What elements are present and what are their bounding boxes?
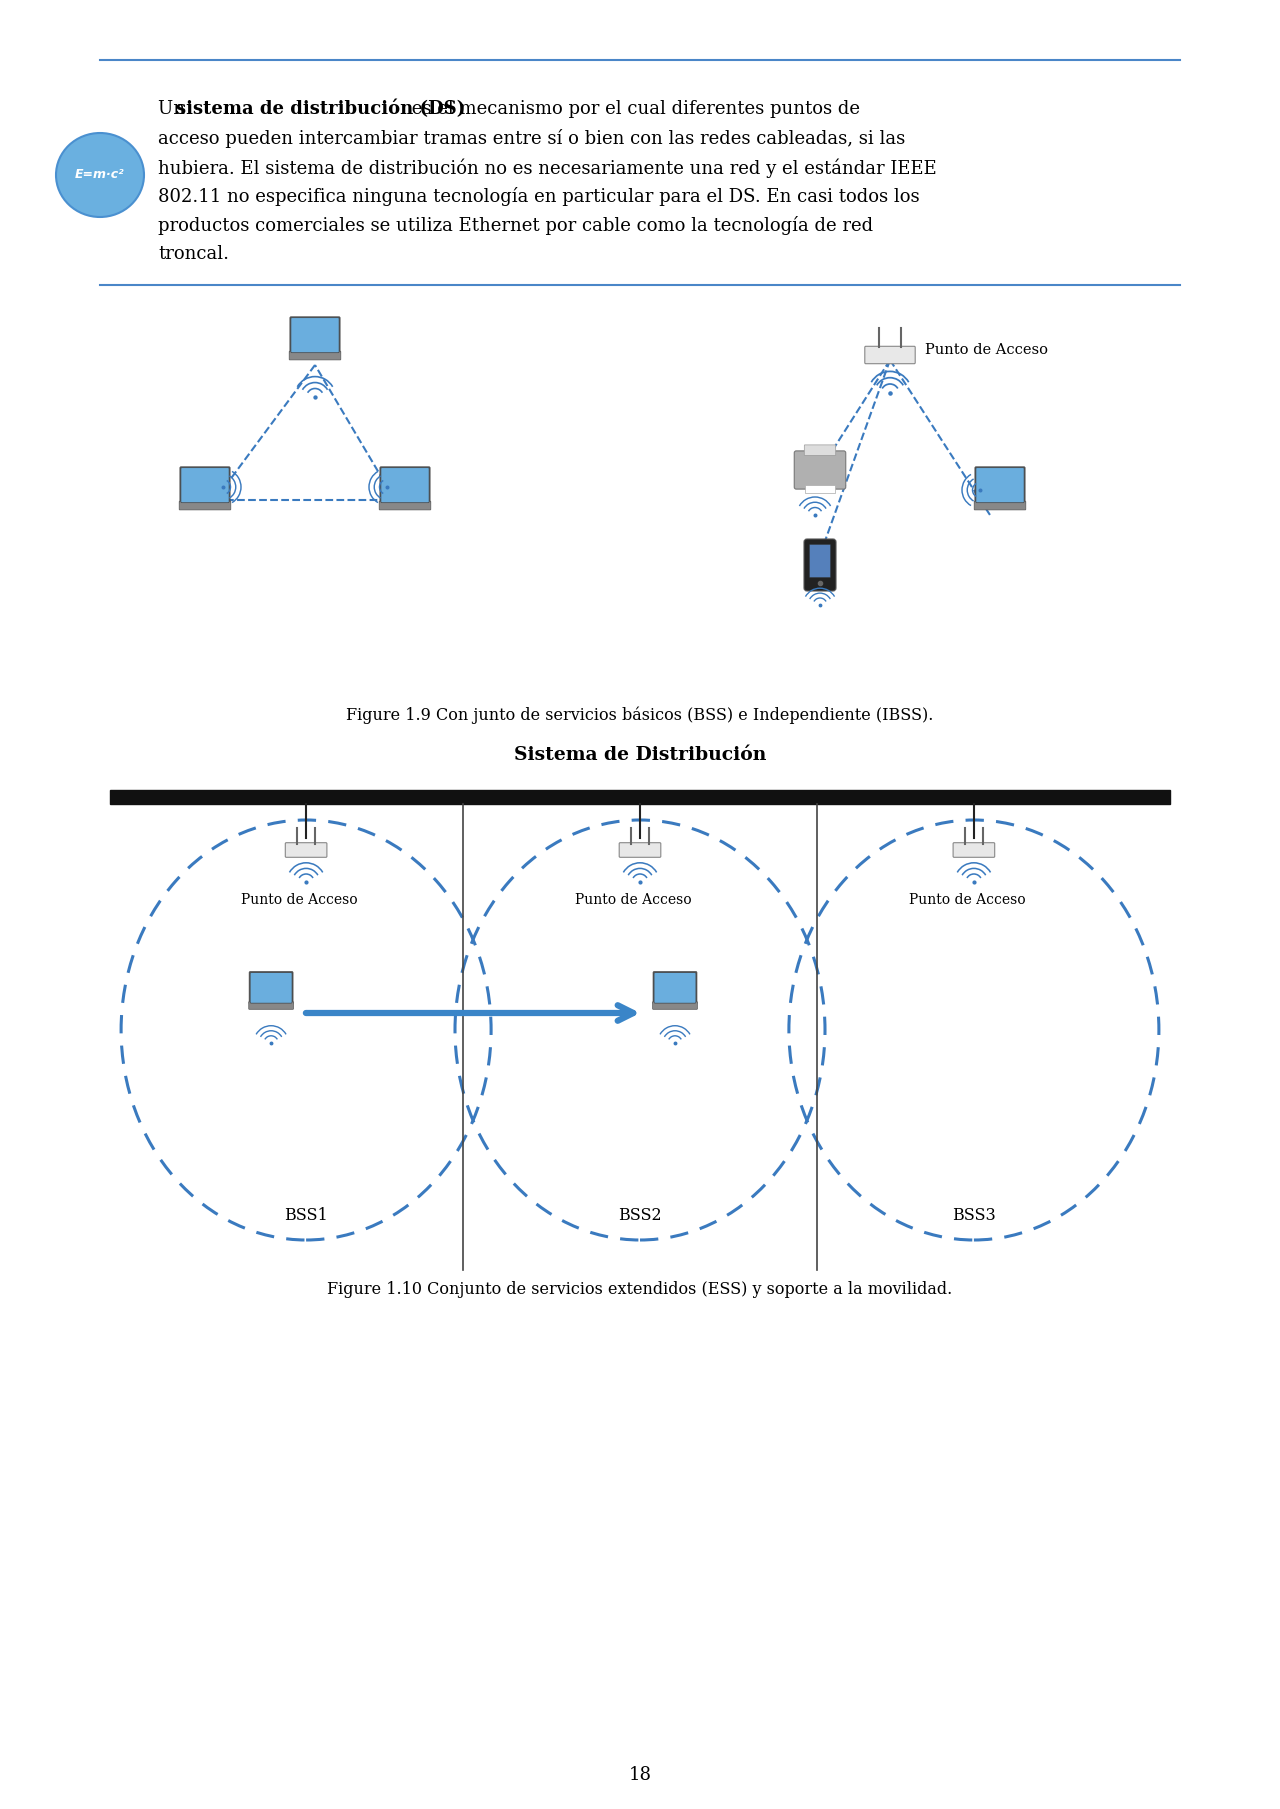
Text: es el mecanismo por el cual diferentes puntos de: es el mecanismo por el cual diferentes p… xyxy=(406,99,860,118)
FancyBboxPatch shape xyxy=(289,317,340,355)
Text: BSS3: BSS3 xyxy=(952,1207,996,1223)
Text: BSS1: BSS1 xyxy=(284,1207,328,1223)
FancyBboxPatch shape xyxy=(289,351,340,360)
FancyBboxPatch shape xyxy=(975,467,1025,503)
FancyBboxPatch shape xyxy=(250,973,292,1004)
Text: Punto de Acceso: Punto de Acceso xyxy=(909,894,1025,906)
FancyBboxPatch shape xyxy=(179,501,230,510)
Text: BSS2: BSS2 xyxy=(618,1207,662,1223)
Bar xyxy=(110,791,1170,803)
FancyBboxPatch shape xyxy=(380,467,430,503)
Text: acceso pueden intercambiar tramas entre sí o bien con las redes cableadas, si la: acceso pueden intercambiar tramas entre … xyxy=(157,128,905,148)
Text: Punto de Acceso: Punto de Acceso xyxy=(925,344,1048,356)
FancyBboxPatch shape xyxy=(379,501,431,510)
FancyBboxPatch shape xyxy=(180,469,229,503)
Text: Un: Un xyxy=(157,99,191,118)
Text: Punto de Acceso: Punto de Acceso xyxy=(575,894,691,906)
Text: troncal.: troncal. xyxy=(157,244,229,262)
FancyBboxPatch shape xyxy=(805,485,835,494)
FancyBboxPatch shape xyxy=(809,545,831,577)
FancyBboxPatch shape xyxy=(804,445,836,456)
Text: Punto de Acceso: Punto de Acceso xyxy=(241,894,357,906)
FancyBboxPatch shape xyxy=(974,501,1025,510)
Text: 18: 18 xyxy=(628,1766,652,1784)
Text: Figure 1.9 Con junto de servicios básicos (BSS) e Independiente (IBSS).: Figure 1.9 Con junto de servicios básico… xyxy=(347,706,933,724)
FancyBboxPatch shape xyxy=(804,539,836,592)
Text: E=m·c²: E=m·c² xyxy=(76,168,125,181)
FancyBboxPatch shape xyxy=(653,1002,698,1009)
FancyBboxPatch shape xyxy=(954,843,995,857)
FancyBboxPatch shape xyxy=(795,450,846,488)
Text: 802.11 no especifica ninguna tecnología en particular para el DS. En casi todos : 802.11 no especifica ninguna tecnología … xyxy=(157,186,919,206)
Ellipse shape xyxy=(56,134,143,217)
Text: hubiera. El sistema de distribución no es necesariamente una red y el estándar I: hubiera. El sistema de distribución no e… xyxy=(157,157,937,177)
FancyBboxPatch shape xyxy=(381,469,429,503)
FancyBboxPatch shape xyxy=(620,843,660,857)
FancyBboxPatch shape xyxy=(285,843,326,857)
FancyBboxPatch shape xyxy=(250,971,293,1004)
Text: Figure 1.10 Conjunto de servicios extendidos (ESS) y soporte a la movilidad.: Figure 1.10 Conjunto de servicios extend… xyxy=(328,1281,952,1299)
FancyBboxPatch shape xyxy=(291,318,339,353)
FancyBboxPatch shape xyxy=(975,469,1024,503)
FancyBboxPatch shape xyxy=(865,346,915,364)
FancyBboxPatch shape xyxy=(180,467,230,503)
FancyBboxPatch shape xyxy=(653,971,696,1004)
Text: sistema de distribución (DS): sistema de distribución (DS) xyxy=(177,99,465,118)
FancyBboxPatch shape xyxy=(654,973,696,1004)
Text: productos comerciales se utiliza Ethernet por cable como la tecnología de red: productos comerciales se utiliza Etherne… xyxy=(157,215,873,235)
Text: Sistema de Distribución: Sistema de Distribución xyxy=(513,745,767,763)
FancyBboxPatch shape xyxy=(248,1002,293,1009)
